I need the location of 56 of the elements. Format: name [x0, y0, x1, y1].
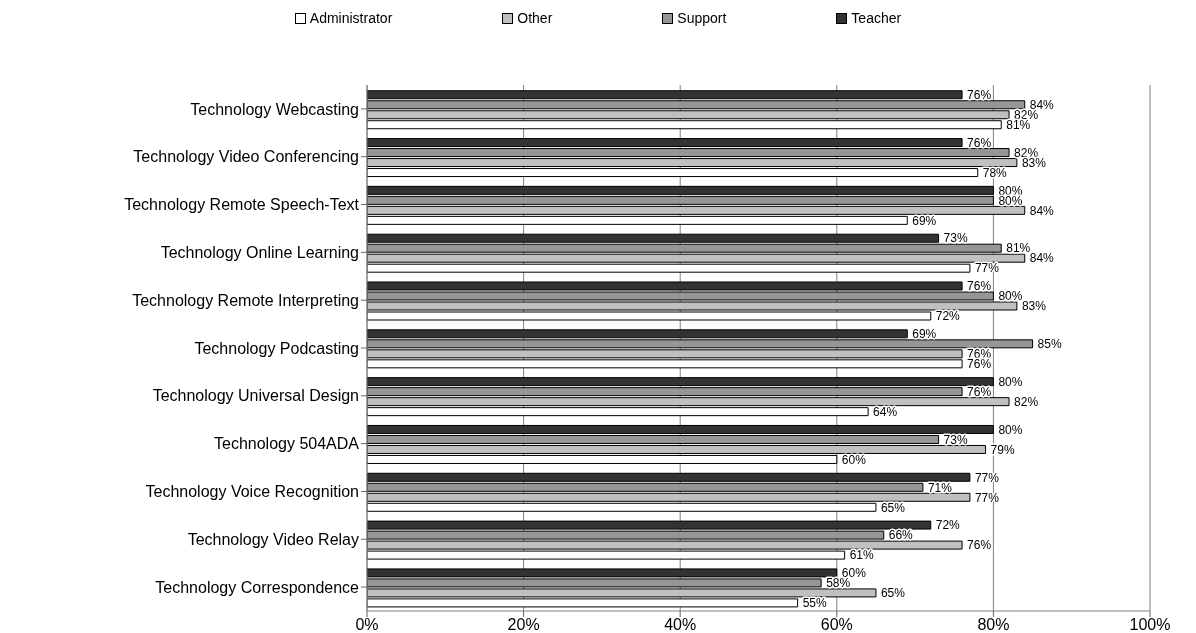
- data-label: 80%: [998, 374, 1023, 389]
- data-label: 69%: [912, 213, 937, 228]
- data-label: 78%: [982, 165, 1008, 180]
- data-label: 76%: [967, 88, 992, 102]
- legend-label: Administrator: [309, 10, 393, 26]
- data-label: 76%: [967, 384, 992, 399]
- data-label: 69%: [912, 327, 937, 342]
- data-label: 83%: [1021, 299, 1047, 314]
- data-label: 76%: [967, 279, 992, 294]
- data-label: 55%: [802, 596, 827, 611]
- y-tick-label: Technology 504ADA: [214, 435, 360, 453]
- data-label: 73%: [943, 231, 968, 246]
- data-label: 77%: [974, 261, 1000, 276]
- y-tick-label: Technology Webcasting: [190, 100, 359, 118]
- data-label: 85%: [1037, 337, 1062, 352]
- legend-label: Support: [677, 10, 727, 26]
- data-label: 84%: [1029, 203, 1055, 218]
- data-label: 80%: [998, 422, 1023, 437]
- data-label: 76%: [967, 538, 992, 553]
- data-label: 65%: [880, 500, 906, 515]
- y-tick-label: Technology Video Relay: [187, 530, 359, 548]
- y-tick-label: Technology Universal Design: [152, 387, 359, 405]
- data-label: 73%: [943, 432, 968, 447]
- data-label: 64%: [873, 404, 898, 419]
- x-tick-label: 60%: [820, 616, 853, 633]
- data-label: 60%: [841, 452, 867, 467]
- y-tick-label: Technology Podcasting: [194, 339, 359, 357]
- data-label: 76%: [967, 357, 992, 372]
- y-tick-label: Technology Voice Recognition: [145, 483, 359, 501]
- data-label: 71%: [927, 480, 953, 495]
- x-tick-label: 20%: [507, 616, 540, 633]
- x-tick-label: 0%: [355, 616, 379, 633]
- y-tick-label: Technology Video Conferencing: [133, 148, 359, 166]
- x-tick-label: 100%: [1129, 616, 1171, 633]
- x-tick-label: 80%: [977, 616, 1010, 633]
- data-label: 80%: [998, 289, 1023, 304]
- data-label: 84%: [1029, 251, 1055, 266]
- y-tick-label: Technology Remote Speech-Text: [124, 196, 360, 214]
- legend-label: Teacher: [851, 10, 902, 26]
- data-label: 77%: [974, 470, 1000, 485]
- data-label: 66%: [888, 528, 914, 543]
- data-label: 58%: [826, 576, 851, 591]
- y-tick-label: Technology Online Learning: [160, 244, 359, 262]
- y-tick-label: Technology Remote Interpreting: [132, 291, 359, 309]
- data-label: 65%: [880, 586, 906, 601]
- y-tick-label: Technology Correspondence: [155, 578, 360, 596]
- data-label: 79%: [990, 442, 1015, 457]
- data-label: 72%: [935, 309, 961, 324]
- data-label: 77%: [974, 490, 1000, 505]
- legend-label: Other: [517, 10, 553, 26]
- data-label: 72%: [935, 518, 961, 533]
- x-tick-label: 40%: [664, 616, 697, 633]
- data-label: 82%: [1014, 394, 1039, 409]
- data-label: 61%: [849, 548, 874, 563]
- data-label: 81%: [1006, 241, 1031, 256]
- data-label: 76%: [967, 135, 992, 150]
